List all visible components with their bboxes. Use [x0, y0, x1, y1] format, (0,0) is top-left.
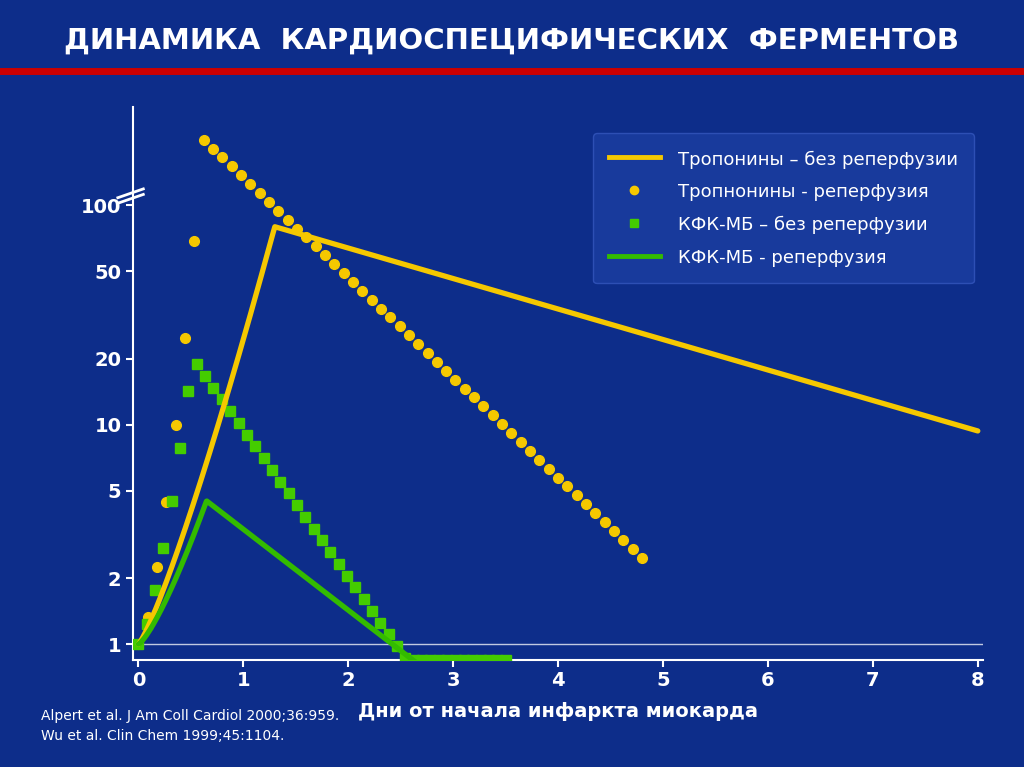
- X-axis label: Дни от начала инфаркта миокарда: Дни от начала инфаркта миокарда: [358, 702, 758, 720]
- Legend: Тропонины – без реперфузии, Тропнонины - реперфузия, КФК-МБ – без реперфузии, КФ: Тропонины – без реперфузии, Тропнонины -…: [593, 133, 974, 284]
- Text: ДИНАМИКА  КАРДИОСПЕЦИФИЧЕСКИХ  ФЕРМЕНТОВ: ДИНАМИКА КАРДИОСПЕЦИФИЧЕСКИХ ФЕРМЕНТОВ: [65, 27, 959, 55]
- Text: Wu et al. Clin Chem 1999;45:1104.: Wu et al. Clin Chem 1999;45:1104.: [41, 729, 285, 742]
- Text: Alpert et al. J Am Coll Cardiol 2000;36:959.: Alpert et al. J Am Coll Cardiol 2000;36:…: [41, 709, 339, 723]
